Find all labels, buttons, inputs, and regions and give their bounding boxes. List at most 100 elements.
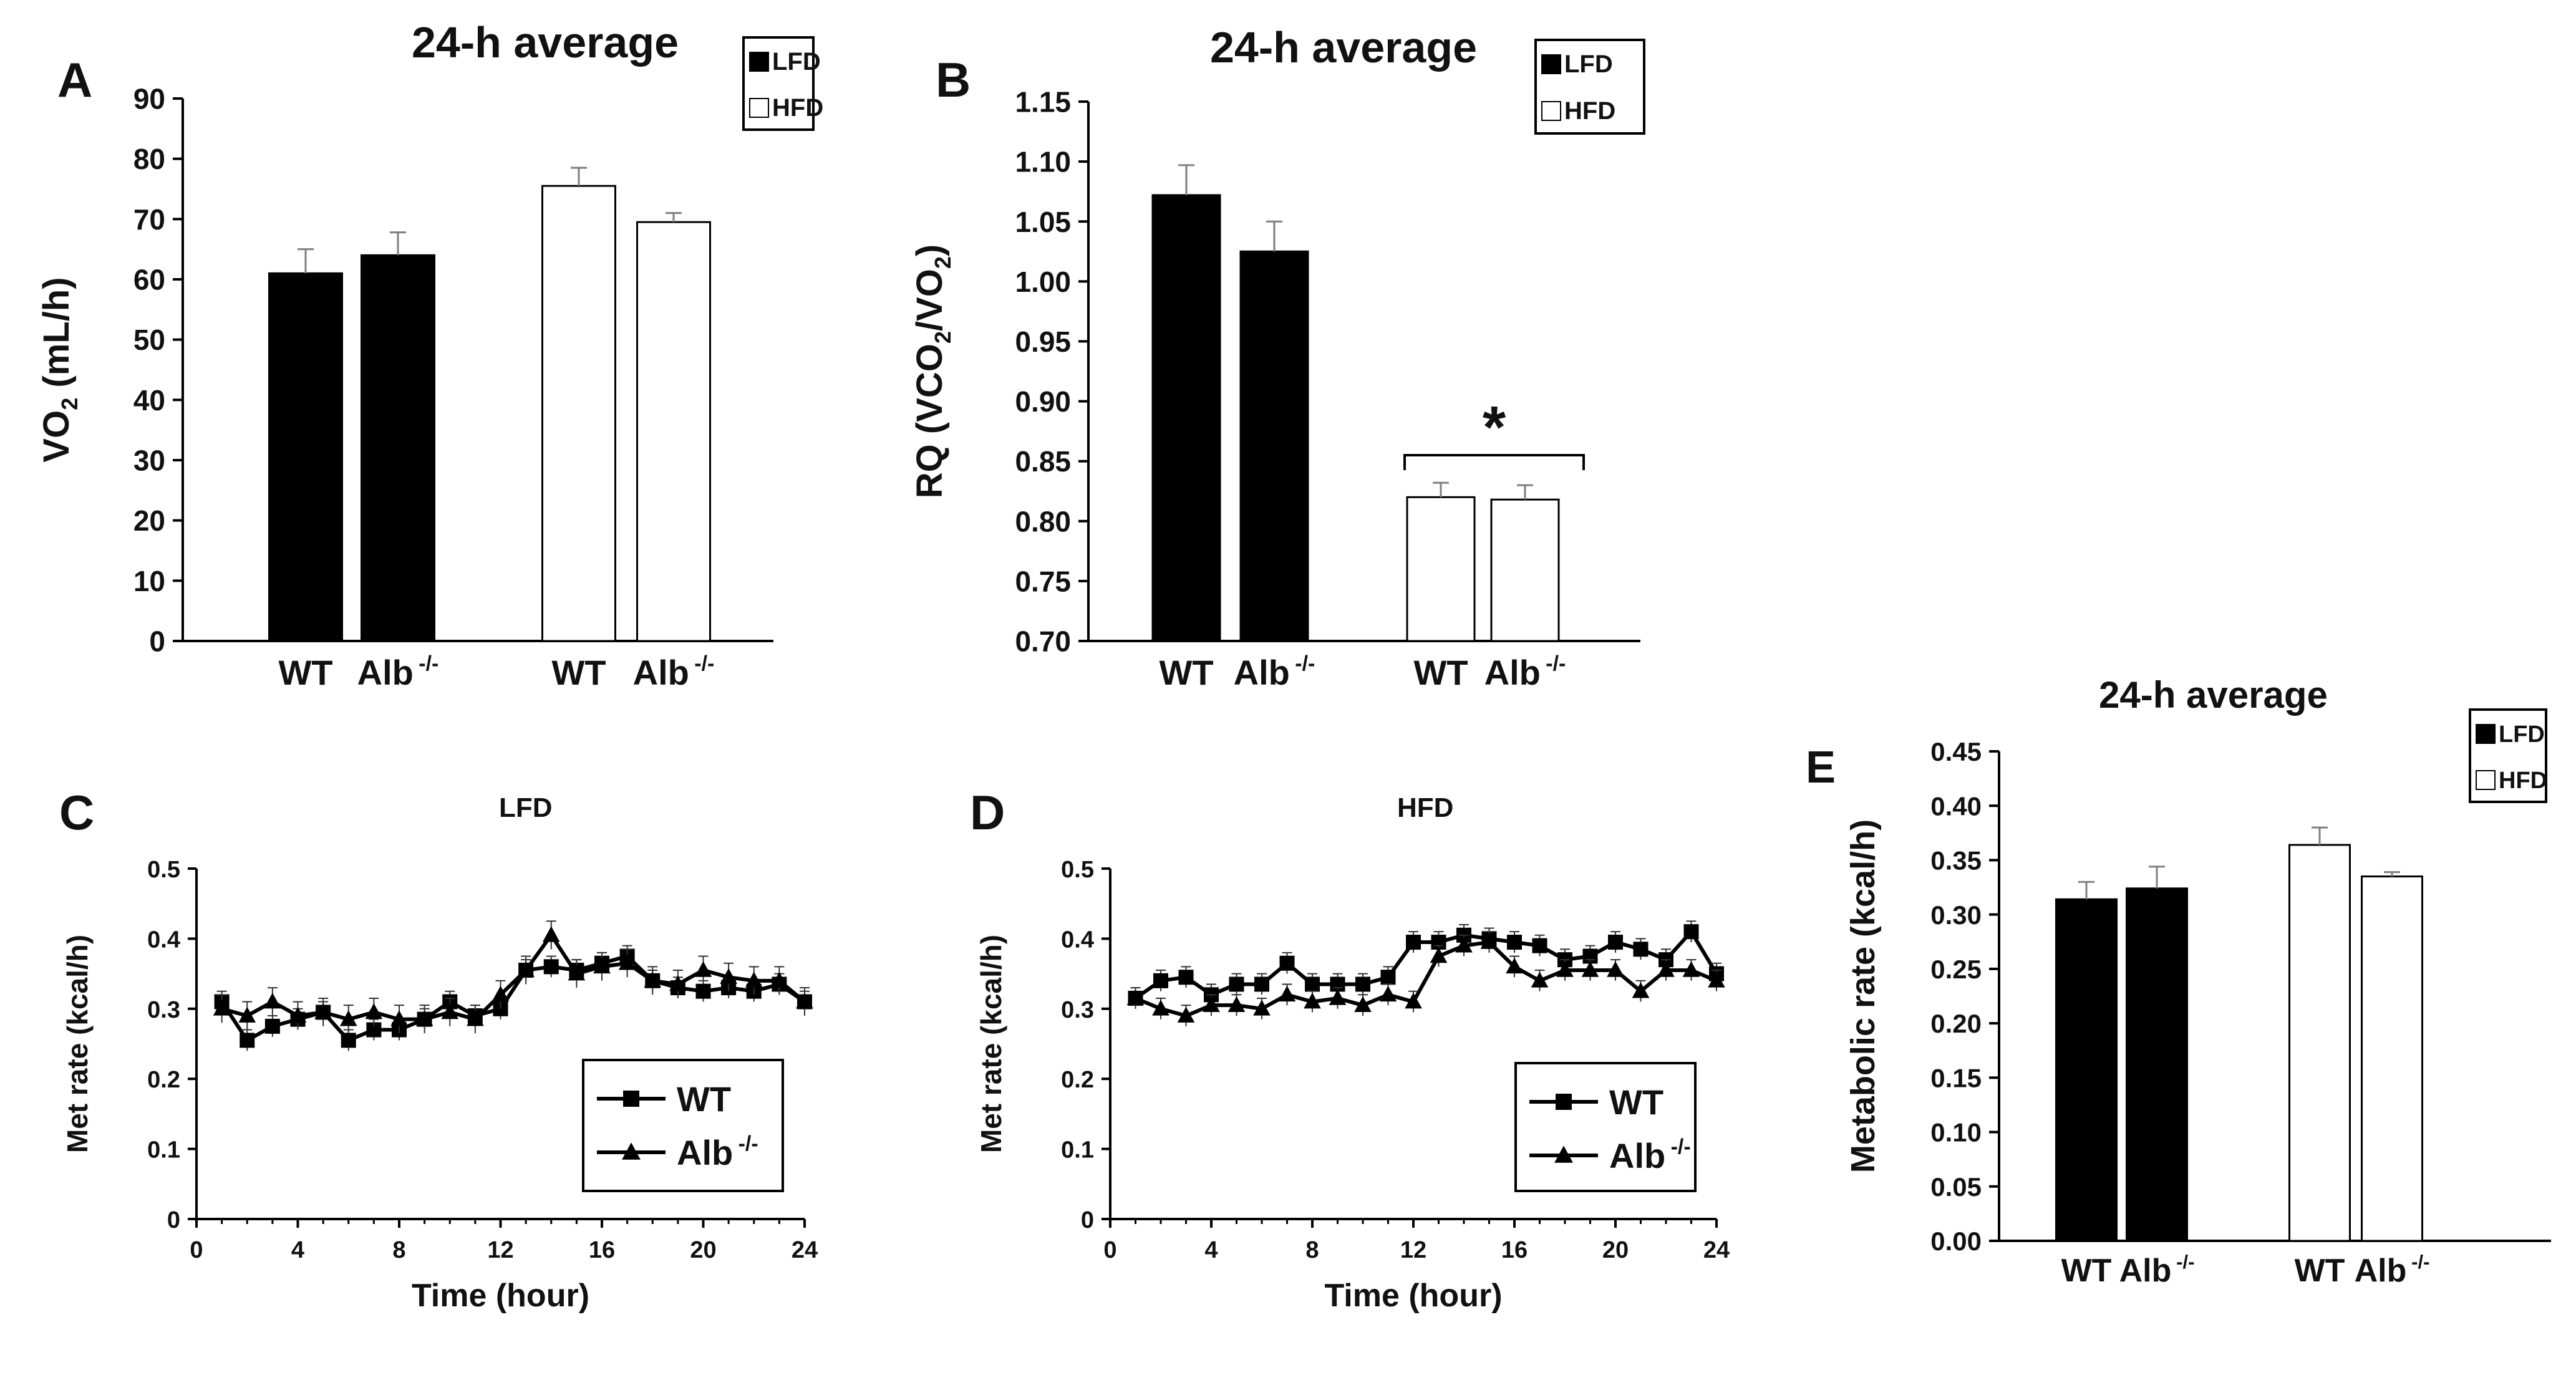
y-tick-label: 0.2 <box>1061 1067 1094 1093</box>
y-tick-label: 0 <box>149 625 165 658</box>
data-point <box>1608 935 1623 950</box>
data-point <box>1581 961 1599 977</box>
y-tick-label: 0.5 <box>147 857 180 883</box>
panel-title-c: LFD <box>499 793 553 823</box>
y-tick-label: 0.5 <box>1061 857 1094 883</box>
data-point <box>1657 961 1675 977</box>
y-tick-label: 0.4 <box>147 927 180 953</box>
x-tick-label: 24 <box>1703 1237 1730 1263</box>
data-point <box>1506 957 1523 974</box>
y-tick-label: 0.45 <box>1930 737 1982 766</box>
x-tick-label: 24 <box>792 1237 818 1263</box>
legend-label: WT <box>677 1079 731 1119</box>
legend-label: LFD <box>2499 721 2545 748</box>
y-tick-label: 1.00 <box>1015 266 1071 298</box>
y-axis-label: Metabolic rate (kcal/h) <box>1844 819 1882 1173</box>
bar <box>1151 194 1221 642</box>
data-point <box>1405 993 1422 1009</box>
y-tick-label: 10 <box>133 565 165 597</box>
y-tick-label: 50 <box>133 324 165 356</box>
data-point <box>289 1006 307 1023</box>
y-tick-label: 0 <box>1081 1207 1094 1233</box>
data-point <box>339 1010 357 1026</box>
x-tick-label: 8 <box>392 1237 405 1263</box>
data-point <box>1126 989 1145 1005</box>
y-tick-label: 0.10 <box>1930 1118 1982 1147</box>
bar <box>268 272 343 642</box>
legend-label: LFD <box>1564 51 1613 78</box>
y-tick-label: 0.00 <box>1930 1227 1982 1256</box>
x-tick-label: WT <box>2061 1253 2112 1289</box>
x-axis-label: Time (hour) <box>412 1278 589 1314</box>
data-point <box>517 961 535 977</box>
data-point <box>1532 938 1547 953</box>
y-tick-label: 0.4 <box>1061 927 1094 953</box>
legend-label: LFD <box>772 48 821 75</box>
data-point <box>1632 982 1650 998</box>
bar <box>2288 844 2351 1242</box>
bar <box>541 185 616 642</box>
y-tick-label: 1.05 <box>1015 206 1071 238</box>
data-point <box>1304 993 1321 1009</box>
data-point <box>264 993 281 1009</box>
y-tick-label: 0 <box>167 1207 180 1233</box>
data-point <box>1455 937 1473 953</box>
data-point <box>1682 961 1700 977</box>
legend-swatch <box>2476 724 2496 744</box>
data-point <box>341 1033 356 1048</box>
data-point <box>1556 961 1574 977</box>
panel-letter-a: A <box>57 52 92 107</box>
chart-e: 0.00 0.05 0.10 0.15 0.20 0.25 0.30 0.35 0.40 0.45… <box>1844 708 2551 1289</box>
series-line <box>221 932 806 1022</box>
y-tick-label: 60 <box>133 264 165 296</box>
data-point <box>695 983 711 999</box>
data-point <box>1683 924 1699 940</box>
y-axis-label: Met rate (kcal/h) <box>975 935 1007 1153</box>
data-point <box>1152 1000 1169 1016</box>
y-tick-label: 20 <box>133 504 165 537</box>
data-point <box>1305 976 1320 992</box>
data-point <box>1329 989 1347 1005</box>
x-tick-label: 16 <box>1501 1237 1528 1263</box>
data-point <box>669 975 687 991</box>
data-point <box>365 1003 383 1019</box>
x-tick-label: WT <box>2295 1253 2345 1289</box>
x-tick-label: Alb -/- <box>633 652 715 692</box>
legend-marker <box>622 1142 641 1160</box>
y-tick-label: 0.3 <box>147 997 180 1023</box>
data-point <box>1229 976 1244 992</box>
legend-label: HFD <box>1564 97 1615 125</box>
bar <box>636 221 711 642</box>
series-line <box>220 954 806 1043</box>
y-tick-label: 0.1 <box>147 1137 180 1164</box>
data-point <box>1406 935 1421 950</box>
y-axis-label: Met rate (kcal/h) <box>61 935 94 1153</box>
chart-c: 0 0.1 0.2 0.3 0.4 0.5 0 4 8 12 16 20 24 Time (hour) Me… <box>61 857 818 1314</box>
y-axis-label: VO2 (mL/h) <box>36 277 82 462</box>
data-point <box>644 971 662 988</box>
y-tick-label: 0.20 <box>1930 1009 1982 1038</box>
y-tick-label: 0.15 <box>1930 1063 1982 1092</box>
x-tick-label: 4 <box>291 1237 304 1263</box>
data-point <box>1227 996 1246 1012</box>
x-tick-label: WT <box>278 653 332 692</box>
panel-letter-b: B <box>936 52 971 107</box>
data-point <box>314 1003 332 1019</box>
legend-swatch <box>1541 101 1561 121</box>
data-point <box>1354 996 1372 1012</box>
data-point <box>568 965 586 981</box>
data-point <box>491 985 510 1002</box>
data-point <box>1607 961 1624 977</box>
legend-label: HFD <box>772 94 823 122</box>
data-point <box>441 1003 459 1019</box>
data-point <box>1278 985 1296 1002</box>
x-tick-label: 12 <box>487 1237 513 1263</box>
data-point <box>770 971 788 988</box>
x-tick-label: Alb -/- <box>2119 1251 2195 1289</box>
legend-swatch <box>749 98 769 118</box>
y-tick-label: 0.3 <box>1061 997 1094 1023</box>
x-tick-label: Alb -/- <box>1234 652 1315 692</box>
x-tick-label: 20 <box>690 1237 716 1263</box>
data-point <box>542 926 560 942</box>
